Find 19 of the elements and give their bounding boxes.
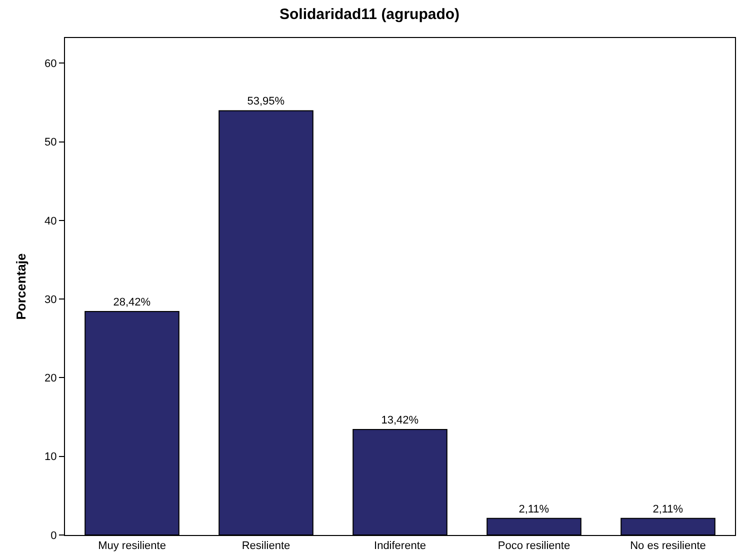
y-tick-label: 10 bbox=[44, 451, 57, 464]
x-tick-label: Resiliente bbox=[242, 540, 290, 552]
data-label: 28,42% bbox=[113, 296, 151, 309]
x-tick-label: Poco resiliente bbox=[498, 540, 570, 552]
x-tick-label: No es resiliente bbox=[630, 540, 706, 552]
y-tick-label: 0 bbox=[50, 530, 57, 542]
y-tick-label: 20 bbox=[44, 372, 57, 385]
y-axis-title: Porcentaje bbox=[14, 253, 28, 320]
y-tick-label: 60 bbox=[44, 58, 57, 70]
y-tick-label: 30 bbox=[44, 294, 57, 306]
x-tick-label: Muy resiliente bbox=[98, 540, 166, 552]
x-tick-label: Indiferente bbox=[374, 540, 426, 552]
data-label: 2,11% bbox=[518, 503, 550, 516]
data-label: 13,42% bbox=[381, 414, 419, 426]
chart-title: Solidaridad11 (agrupado) bbox=[279, 6, 460, 23]
y-tick-label: 50 bbox=[44, 136, 57, 149]
y-tick-label: 40 bbox=[44, 215, 57, 228]
data-label: 2,11% bbox=[652, 503, 684, 516]
data-label: 53,95% bbox=[247, 96, 285, 108]
